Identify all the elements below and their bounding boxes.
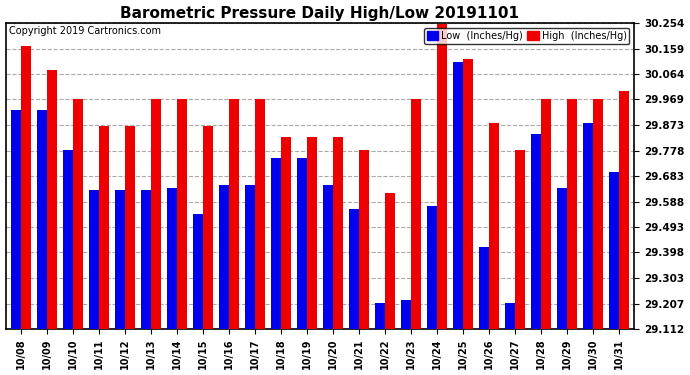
Bar (333, 137, 343, 329)
Bar (359, 150, 368, 329)
Bar (489, 123, 499, 329)
Bar (619, 91, 629, 329)
Bar (427, 206, 437, 329)
Bar (375, 303, 385, 329)
Legend: Low  (Inches/Hg), High  (Inches/Hg): Low (Inches/Hg), High (Inches/Hg) (424, 28, 629, 44)
Bar (37, 110, 47, 329)
Bar (47, 70, 57, 329)
Bar (349, 209, 359, 329)
Bar (505, 303, 515, 329)
Bar (411, 99, 421, 329)
Bar (541, 99, 551, 329)
Bar (385, 193, 395, 329)
Bar (177, 99, 187, 329)
Bar (229, 99, 239, 329)
Bar (99, 126, 109, 329)
Bar (141, 190, 151, 329)
Bar (115, 190, 125, 329)
Bar (11, 110, 21, 329)
Bar (463, 59, 473, 329)
Bar (245, 185, 255, 329)
Bar (557, 188, 566, 329)
Bar (609, 171, 619, 329)
Bar (255, 99, 265, 329)
Bar (73, 99, 83, 329)
Bar (593, 99, 602, 329)
Bar (297, 158, 307, 329)
Bar (271, 158, 281, 329)
Bar (21, 46, 31, 329)
Bar (125, 126, 135, 329)
Bar (63, 150, 73, 329)
Bar (453, 62, 463, 329)
Bar (281, 137, 291, 329)
Bar (531, 134, 541, 329)
Bar (401, 300, 411, 329)
Bar (437, 24, 446, 329)
Bar (151, 99, 161, 329)
Bar (307, 137, 317, 329)
Bar (566, 99, 577, 329)
Bar (89, 190, 99, 329)
Title: Barometric Pressure Daily High/Low 20191101: Barometric Pressure Daily High/Low 20191… (121, 6, 520, 21)
Bar (203, 126, 213, 329)
Bar (193, 214, 203, 329)
Bar (167, 188, 177, 329)
Bar (479, 247, 489, 329)
Bar (323, 185, 333, 329)
Bar (583, 123, 593, 329)
Bar (219, 185, 229, 329)
Bar (515, 150, 524, 329)
Text: Copyright 2019 Cartronics.com: Copyright 2019 Cartronics.com (9, 26, 161, 36)
